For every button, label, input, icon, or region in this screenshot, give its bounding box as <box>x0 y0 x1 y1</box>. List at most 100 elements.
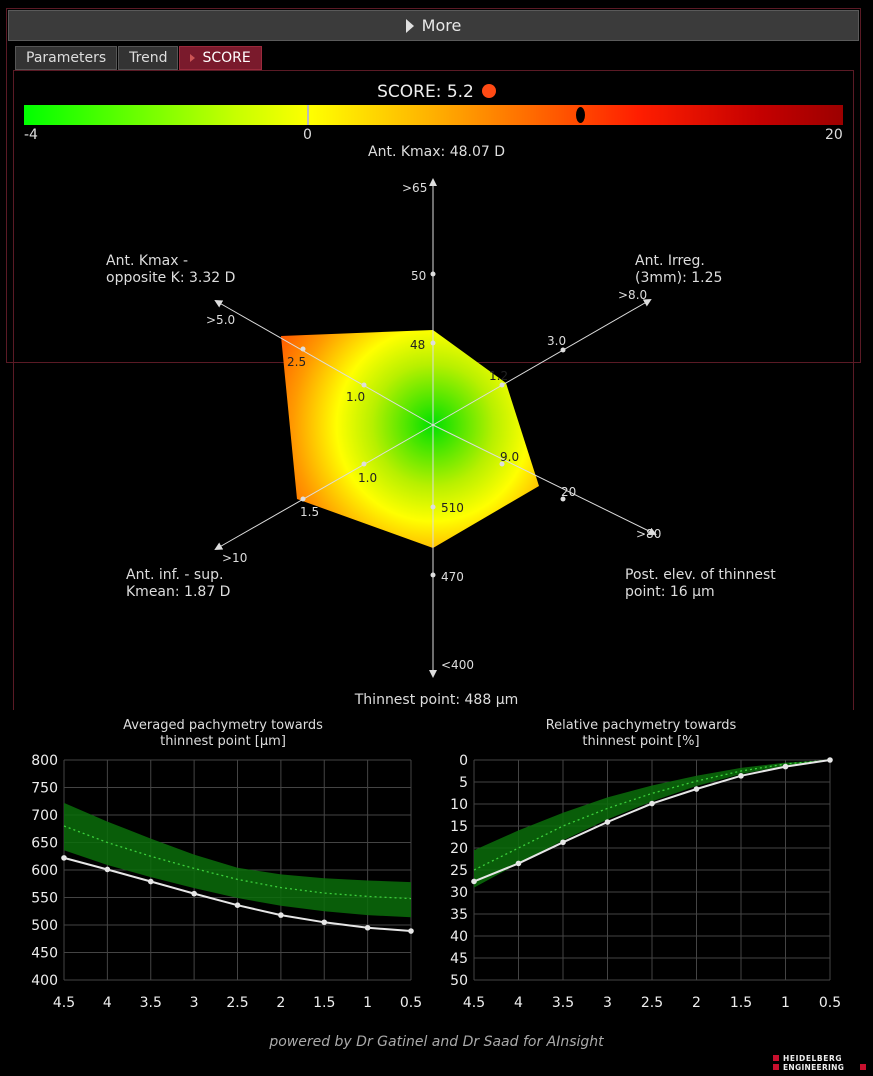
x-tick-label: 1 <box>363 995 372 1011</box>
scale-zero-label: 0 <box>303 127 312 143</box>
chart2-title: Relative pachymetry towards thinnest poi… <box>474 718 808 750</box>
chart1-title-line1: Averaged pachymetry towards <box>123 718 323 733</box>
score-label: SCORE: 5.2 <box>377 82 474 102</box>
tab-active-arrow-icon <box>190 54 196 62</box>
normal-range-band <box>474 760 830 888</box>
y-tick-label: 15 <box>450 819 468 835</box>
y-tick-label: 30 <box>450 885 468 901</box>
x-tick-label: 3.5 <box>140 995 162 1011</box>
radar-tick-bot-max: <400 <box>441 658 474 672</box>
x-tick-label: 4 <box>514 995 523 1011</box>
score-color-scale <box>24 105 843 125</box>
tab-bar: Parameters Trend SCORE <box>15 46 263 70</box>
radar-label-inf-sup-1: Ant. inf. - sup. <box>126 567 224 583</box>
y-tick-label: 550 <box>31 891 58 907</box>
chart2-title-line2: thinnest point [%] <box>582 734 700 749</box>
score-status-dot <box>481 84 496 98</box>
radar-tick-top-max: >65 <box>402 181 428 195</box>
x-tick-label: 0.5 <box>819 995 841 1011</box>
x-tick-label: 4 <box>103 995 112 1011</box>
x-tick-label: 4.5 <box>53 995 75 1011</box>
scale-max-label: 20 <box>825 127 843 143</box>
y-tick-label: 650 <box>31 836 58 852</box>
more-expander-button[interactable]: More <box>8 10 859 41</box>
x-tick-label: 1 <box>781 995 790 1011</box>
radar-label-kmax-opposite-2: opposite K: 3.32 D <box>106 270 236 286</box>
radar-tick-ll-max: >10 <box>222 551 248 565</box>
radar-tick-ur-3: 3.0 <box>547 334 567 348</box>
radar-tick-top-50: 50 <box>411 269 427 283</box>
series-point <box>649 800 655 807</box>
score-scale-marker <box>576 107 585 123</box>
radar-axis-upper-right <box>432 299 652 426</box>
x-tick-label: 1.5 <box>313 995 335 1011</box>
y-tick-label: 40 <box>450 929 468 945</box>
normal-mean-line <box>473 759 831 871</box>
y-tick-label: 600 <box>31 863 58 879</box>
x-tick-label: 1.5 <box>730 995 752 1011</box>
tab-trend[interactable]: Trend <box>118 46 179 70</box>
expand-triangle-icon <box>405 18 414 33</box>
radar-chart <box>214 178 657 678</box>
series-point <box>61 855 67 861</box>
x-tick-label: 4.5 <box>463 995 485 1011</box>
radar-tick-bot-510: 510 <box>441 501 464 515</box>
y-tick-label: 800 <box>31 753 58 769</box>
x-tick-label: 3 <box>190 995 199 1011</box>
x-tick-label: 2.5 <box>226 995 248 1011</box>
y-tick-label: 35 <box>450 907 468 923</box>
x-tick-label: 3 <box>603 995 612 1011</box>
radar-tick-ur-12: 1.2 <box>489 369 509 383</box>
radar-tick-top-48: 48 <box>410 338 426 352</box>
y-tick-label: 5 <box>459 775 468 791</box>
x-tick-label: 2 <box>692 995 701 1011</box>
footer-credit: powered by Dr Gatinel and Dr Saad for AI… <box>269 1034 604 1050</box>
y-tick-label: 20 <box>450 841 468 857</box>
y-tick-label: 10 <box>450 797 468 813</box>
x-tick-label: 2 <box>276 995 285 1011</box>
tab-parameters-label: Parameters <box>26 50 107 66</box>
tab-parameters[interactable]: Parameters <box>15 46 118 70</box>
x-tick-label: 0.5 <box>400 995 422 1011</box>
series-point <box>693 786 700 792</box>
radar-label-irreg-1: Ant. Irreg. <box>635 253 705 269</box>
y-tick-label: 700 <box>31 808 58 824</box>
tab-score-label: SCORE <box>202 50 251 66</box>
scale-min-label: -4 <box>24 127 38 143</box>
radar-axis-lower-left <box>214 424 434 550</box>
series-point <box>738 773 744 779</box>
series-point <box>515 860 522 867</box>
radar-label-post-elev-2: point: 16 µm <box>625 584 715 600</box>
series-point <box>321 919 328 926</box>
y-tick-label: 750 <box>31 781 58 797</box>
chart2-title-line1: Relative pachymetry towards <box>545 718 737 733</box>
series-point <box>278 912 284 918</box>
series-point <box>827 757 833 763</box>
radar-score-polygon <box>281 330 539 548</box>
radar-label-post-elev-1: Post. elev. of thinnest <box>625 567 776 583</box>
more-label: More <box>421 16 462 35</box>
radar-tick-lr-20: 20 <box>561 485 577 499</box>
y-tick-label: 400 <box>31 973 58 989</box>
score-scale-zero-line <box>307 105 309 125</box>
series-point <box>147 878 154 885</box>
y-tick-label: 0 <box>459 753 468 769</box>
radar-tick-ur-max: >8.0 <box>618 288 648 302</box>
radar-axis-lower-right <box>432 424 657 535</box>
series-point <box>560 839 566 846</box>
normal-mean-line <box>63 825 412 900</box>
radar-tick-lr-9: 9.0 <box>500 450 520 464</box>
chart1-title-line2: thinnest point [µm] <box>160 734 286 749</box>
radar-tick-bot-470: 470 <box>441 570 464 584</box>
radar-label-inf-sup-2: Kmean: 1.87 D <box>126 584 231 600</box>
radar-tick-ul-25: 2.5 <box>287 355 307 369</box>
tab-trend-label: Trend <box>129 50 168 66</box>
series-point <box>104 866 111 873</box>
chart1-title: Averaged pachymetry towards thinnest poi… <box>64 718 382 750</box>
svg-text:ENGINEERING: ENGINEERING <box>783 1063 844 1072</box>
y-tick-label: 50 <box>450 973 468 989</box>
tab-score[interactable]: SCORE <box>179 46 262 70</box>
y-tick-label: 500 <box>31 918 58 934</box>
y-tick-label: 450 <box>31 946 58 962</box>
